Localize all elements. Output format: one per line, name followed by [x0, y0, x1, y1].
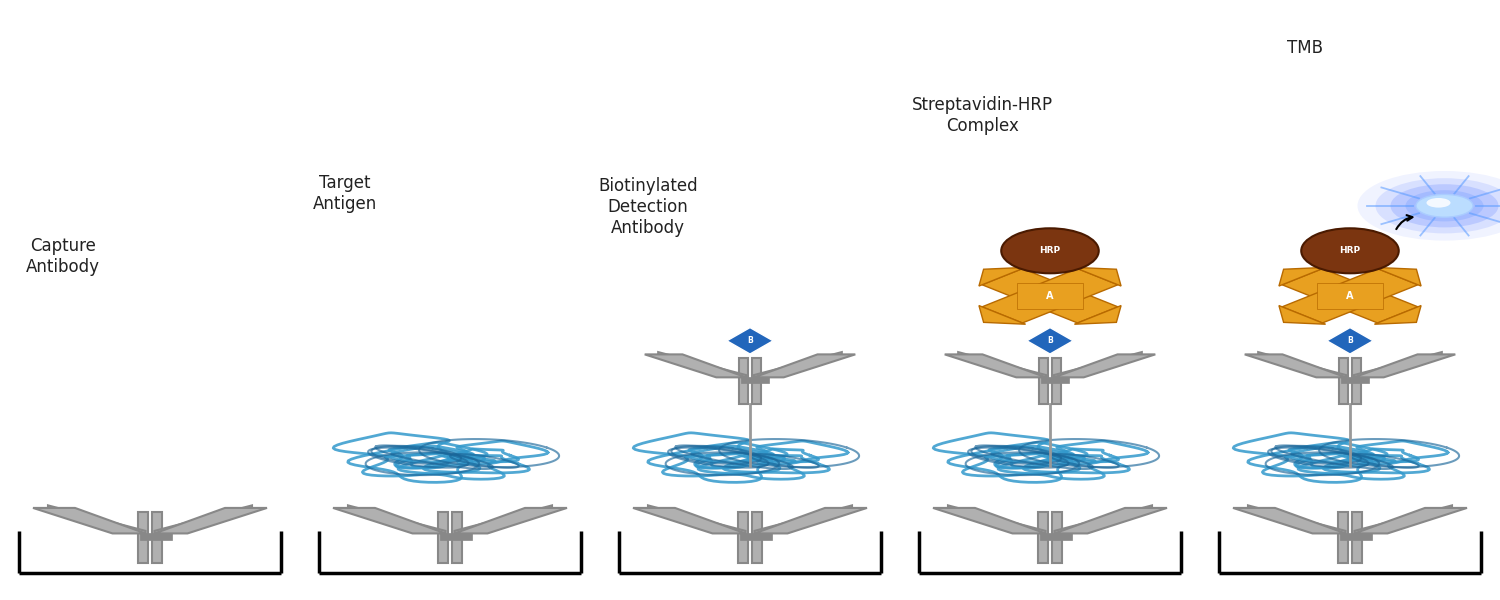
Polygon shape [728, 328, 772, 354]
Polygon shape [658, 352, 746, 378]
Circle shape [1390, 184, 1498, 227]
Polygon shape [1280, 305, 1326, 324]
Text: Capture
Antibody: Capture Antibody [26, 237, 100, 276]
Polygon shape [1374, 305, 1420, 324]
Text: HRP: HRP [1340, 246, 1360, 256]
Polygon shape [1280, 268, 1326, 286]
Text: A: A [1047, 291, 1053, 301]
Polygon shape [1233, 508, 1346, 533]
Polygon shape [33, 508, 146, 533]
FancyBboxPatch shape [1040, 358, 1048, 403]
Ellipse shape [1002, 228, 1098, 274]
Polygon shape [1248, 505, 1346, 535]
Polygon shape [1054, 505, 1152, 535]
Text: Streptavidin-HRP
Complex: Streptavidin-HRP Complex [912, 96, 1053, 135]
FancyBboxPatch shape [441, 533, 471, 539]
Polygon shape [1282, 269, 1418, 323]
Polygon shape [1354, 355, 1455, 377]
FancyBboxPatch shape [438, 511, 447, 563]
Polygon shape [1258, 352, 1346, 378]
Text: Biotinylated
Detection
Antibody: Biotinylated Detection Antibody [598, 178, 698, 237]
Text: A: A [1347, 291, 1353, 301]
FancyBboxPatch shape [738, 511, 747, 563]
FancyBboxPatch shape [1041, 377, 1070, 383]
FancyBboxPatch shape [453, 511, 462, 563]
Polygon shape [633, 508, 746, 533]
FancyBboxPatch shape [740, 358, 748, 403]
Polygon shape [982, 269, 1118, 323]
Circle shape [1406, 190, 1484, 221]
Polygon shape [982, 269, 1118, 323]
Polygon shape [1282, 269, 1418, 323]
Circle shape [1416, 194, 1473, 217]
Polygon shape [648, 505, 746, 535]
FancyBboxPatch shape [1353, 511, 1362, 563]
FancyBboxPatch shape [753, 511, 762, 563]
FancyBboxPatch shape [1041, 533, 1071, 539]
Polygon shape [154, 505, 252, 535]
FancyBboxPatch shape [1038, 511, 1047, 563]
Polygon shape [980, 268, 1026, 286]
Polygon shape [1054, 352, 1142, 378]
Circle shape [1358, 171, 1500, 241]
Polygon shape [945, 355, 1046, 377]
Text: TMB: TMB [1287, 39, 1323, 57]
Text: Target
Antigen: Target Antigen [314, 174, 376, 213]
Text: B: B [1047, 336, 1053, 345]
Text: B: B [747, 336, 753, 345]
Polygon shape [1028, 328, 1072, 354]
Polygon shape [754, 508, 867, 533]
Polygon shape [454, 508, 567, 533]
Polygon shape [1017, 283, 1083, 309]
Polygon shape [1374, 268, 1420, 286]
FancyBboxPatch shape [1352, 358, 1360, 403]
FancyBboxPatch shape [138, 511, 147, 563]
FancyBboxPatch shape [1052, 358, 1060, 403]
FancyBboxPatch shape [741, 533, 771, 539]
Polygon shape [454, 505, 552, 535]
FancyBboxPatch shape [1341, 533, 1371, 539]
Polygon shape [754, 355, 855, 377]
Polygon shape [48, 505, 146, 535]
FancyBboxPatch shape [741, 377, 770, 383]
Polygon shape [1074, 305, 1120, 324]
Polygon shape [1074, 268, 1120, 286]
Polygon shape [1245, 355, 1346, 377]
FancyBboxPatch shape [1053, 511, 1062, 563]
Polygon shape [645, 355, 746, 377]
Circle shape [1376, 178, 1500, 233]
FancyBboxPatch shape [1338, 511, 1347, 563]
FancyBboxPatch shape [141, 533, 171, 539]
Circle shape [1426, 198, 1450, 208]
Polygon shape [1354, 505, 1452, 535]
FancyBboxPatch shape [1341, 377, 1370, 383]
Polygon shape [958, 352, 1046, 378]
Polygon shape [333, 508, 446, 533]
Polygon shape [1054, 355, 1155, 377]
Polygon shape [1054, 508, 1167, 533]
Polygon shape [154, 508, 267, 533]
FancyBboxPatch shape [153, 511, 162, 563]
Polygon shape [980, 305, 1026, 324]
Polygon shape [948, 505, 1046, 535]
Polygon shape [1354, 508, 1467, 533]
Polygon shape [1354, 352, 1442, 378]
Text: B: B [1347, 336, 1353, 345]
Ellipse shape [1300, 228, 1398, 274]
FancyBboxPatch shape [1340, 358, 1348, 403]
Polygon shape [1328, 328, 1372, 354]
Polygon shape [933, 508, 1046, 533]
Polygon shape [754, 352, 842, 378]
Polygon shape [754, 505, 852, 535]
Polygon shape [348, 505, 445, 535]
FancyBboxPatch shape [752, 358, 760, 403]
Text: HRP: HRP [1040, 246, 1060, 256]
Polygon shape [1317, 283, 1383, 309]
